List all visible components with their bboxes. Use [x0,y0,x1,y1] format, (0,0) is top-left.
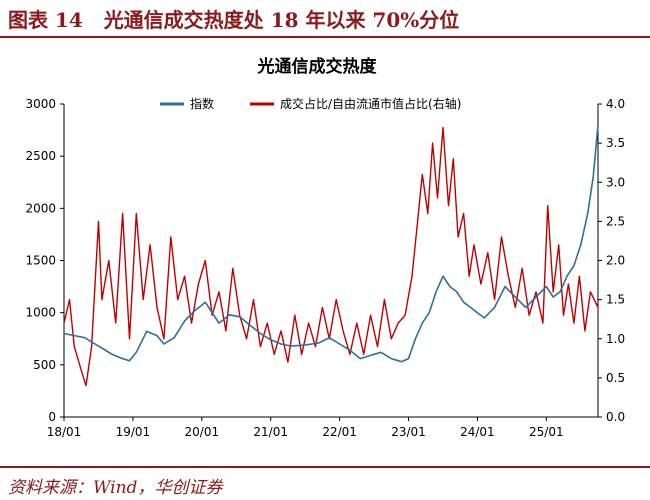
x-tick-label: 19/01 [116,425,151,439]
y-left-tick-label: 3000 [25,97,56,111]
y-right-tick-label: 0.0 [606,410,625,424]
turnover-series-line [63,126,599,387]
chart-title: 光通信成交热度 [257,56,378,77]
y-right-tick-label: 3.5 [606,136,625,150]
figure-header: 图表 14 光通信成交热度处 18 年以来 70%分位 [0,0,650,36]
x-tick-label: 23/01 [391,425,426,439]
x-tick-label: 18/01 [47,425,82,439]
y-left-tick-label: 0 [48,410,56,424]
figure-source: 资料来源：Wind，华创证券 [8,478,223,498]
y-right-tick-label: 4.0 [606,97,625,111]
figure-label: 图表 14 [8,8,83,32]
chart: 光通信成交热度 0 500 1000 1500 2000 2500 3000 0.0 0.5 1.0… [25,56,625,439]
y-right-tick-label: 2.5 [606,214,625,228]
y-right-tick-label: 1.5 [606,293,625,307]
y-right-tick-label: 3.0 [606,175,625,189]
legend-turnover-label: 成交占比/自由流通市值占比(右轴) [280,96,461,111]
legend-index-label: 指数 [190,96,214,111]
index-series-line [63,124,599,363]
footer-rule [0,466,650,468]
y-left-tick-label: 2500 [25,149,56,163]
figure-title: 图表 14 光通信成交热度处 18 年以来 70%分位 [8,4,459,33]
x-tick-label: 22/01 [322,425,357,439]
y-left-tick-label: 2000 [25,201,56,215]
figure-title-text: 光通信成交热度处 18 年以来 70%分位 [103,8,460,32]
y-left-tick-label: 1000 [25,306,56,320]
x-tick-label: 21/01 [253,425,288,439]
y-right-tick-label: 1.0 [606,332,625,346]
x-tick-label: 20/01 [185,425,220,439]
x-tick-label: 25/01 [529,425,564,439]
y-right-tick-label: 2.0 [606,254,625,268]
y-right-tick-label: 0.5 [606,371,625,385]
y-left-tick-label: 500 [33,358,56,372]
y-left-tick-label: 1500 [25,254,56,268]
x-tick-label: 24/01 [460,425,495,439]
header-rule [0,36,650,38]
